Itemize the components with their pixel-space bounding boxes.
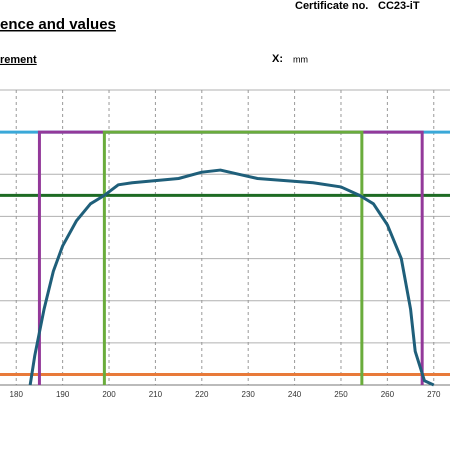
x-tick-label: 250 bbox=[334, 390, 348, 399]
x-tick-label: 200 bbox=[102, 390, 116, 399]
x-tick-label: 260 bbox=[381, 390, 395, 399]
x-tick-label: 240 bbox=[288, 390, 302, 399]
limit-box bbox=[102, 130, 364, 385]
certificate-label: Certificate no. bbox=[295, 0, 368, 12]
x-tick-label: 270 bbox=[427, 390, 441, 399]
axis-label: X: bbox=[272, 53, 283, 65]
title: ence and values bbox=[0, 16, 116, 33]
profile-curve bbox=[28, 168, 435, 387]
x-tick-label: 190 bbox=[56, 390, 70, 399]
unit: mm bbox=[293, 54, 308, 64]
plot: 180 190 200 210 220 230 240 250 260 270 bbox=[0, 89, 450, 399]
x-tick-label: 220 bbox=[195, 390, 209, 399]
x-tick-label: 180 bbox=[10, 390, 24, 399]
section-label: rement bbox=[0, 54, 37, 66]
x-tick-label: 230 bbox=[242, 390, 256, 399]
certificate-number: CC23-iT bbox=[378, 0, 420, 12]
x-tick-label: 210 bbox=[149, 390, 163, 399]
